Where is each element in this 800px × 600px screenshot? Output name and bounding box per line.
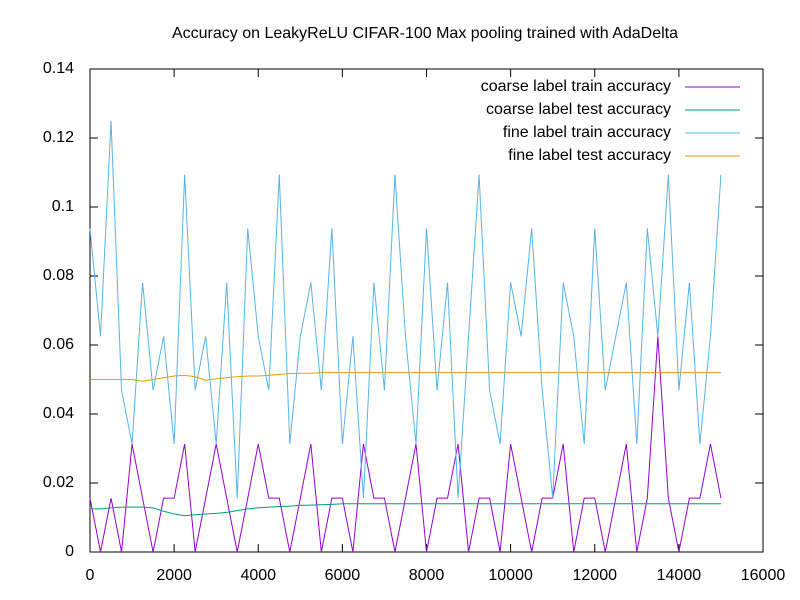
y-tick-label: 0.04 [43, 405, 74, 422]
x-tick-label: 16000 [741, 567, 786, 584]
series-line [89, 120, 722, 499]
x-tick-label: 10000 [488, 567, 533, 584]
series-line [89, 336, 722, 553]
y-tick-label: 0.12 [43, 129, 74, 146]
y-tick-label: 0 [65, 543, 74, 560]
y-tick-label: 0.02 [43, 474, 74, 491]
x-tick-label: 14000 [657, 567, 702, 584]
x-tick-label: 4000 [240, 567, 276, 584]
series-line [90, 503, 721, 517]
x-tick-label: 0 [86, 567, 95, 584]
x-tick-label: 12000 [573, 567, 618, 584]
y-tick-label: 0.14 [43, 60, 74, 77]
x-tick-label: 2000 [156, 567, 192, 584]
legend-label: coarse label train accuracy [481, 78, 671, 95]
y-tick-label: 0.08 [43, 267, 74, 284]
y-tick-label: 0.06 [43, 336, 74, 353]
y-tick-label: 0.1 [52, 198, 74, 215]
x-tick-label: 8000 [409, 567, 445, 584]
legend-label: fine label train accuracy [503, 124, 671, 141]
legend-label: coarse label test accuracy [486, 101, 671, 118]
series-line [90, 372, 721, 382]
legend-label: fine label test accuracy [508, 147, 671, 164]
chart-title: Accuracy on LeakyReLU CIFAR-100 Max pool… [172, 25, 678, 42]
x-tick-label: 6000 [325, 567, 361, 584]
